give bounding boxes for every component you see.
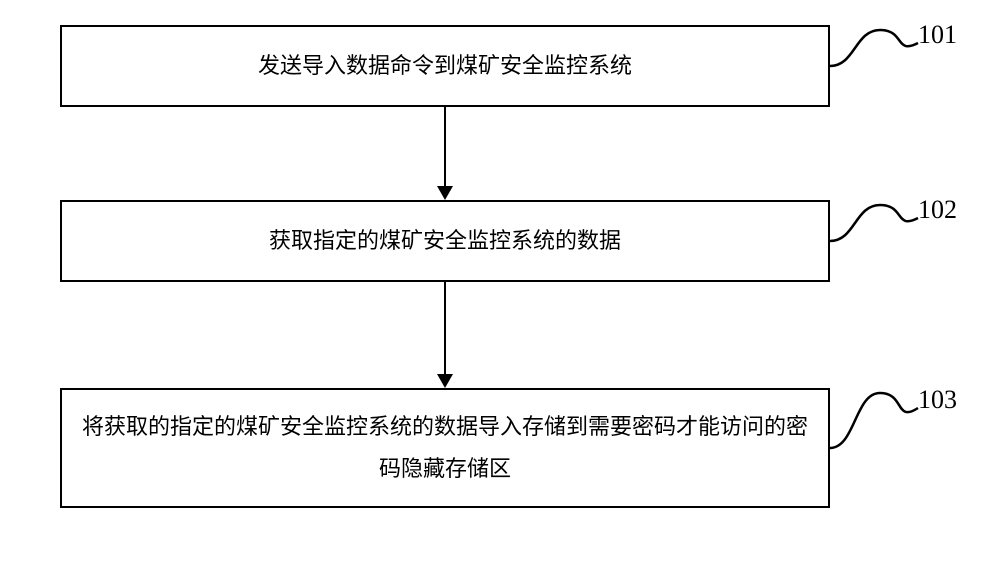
flowchart-container: 发送导入数据命令到煤矿安全监控系统 获取指定的煤矿安全监控系统的数据 将获取的指…	[0, 0, 1000, 576]
connector-3	[830, 388, 920, 508]
step-3-label: 103	[918, 385, 957, 415]
step-box-2: 获取指定的煤矿安全监控系统的数据	[60, 200, 830, 282]
arrow-2-head	[437, 374, 453, 388]
connector-2	[830, 200, 920, 282]
step-2-label: 102	[918, 195, 957, 225]
step-1-label: 101	[918, 20, 957, 50]
step-1-text: 发送导入数据命令到煤矿安全监控系统	[258, 45, 632, 87]
step-box-1: 发送导入数据命令到煤矿安全监控系统	[60, 25, 830, 107]
step-2-text: 获取指定的煤矿安全监控系统的数据	[269, 220, 621, 262]
arrow-1-head	[437, 186, 453, 200]
arrow-1-line	[444, 107, 446, 186]
arrow-2-line	[444, 282, 446, 374]
connector-1	[830, 25, 920, 107]
step-3-text: 将获取的指定的煤矿安全监控系统的数据导入存储到需要密码才能访问的密码隐藏存储区	[82, 406, 808, 490]
step-box-3: 将获取的指定的煤矿安全监控系统的数据导入存储到需要密码才能访问的密码隐藏存储区	[60, 388, 830, 508]
